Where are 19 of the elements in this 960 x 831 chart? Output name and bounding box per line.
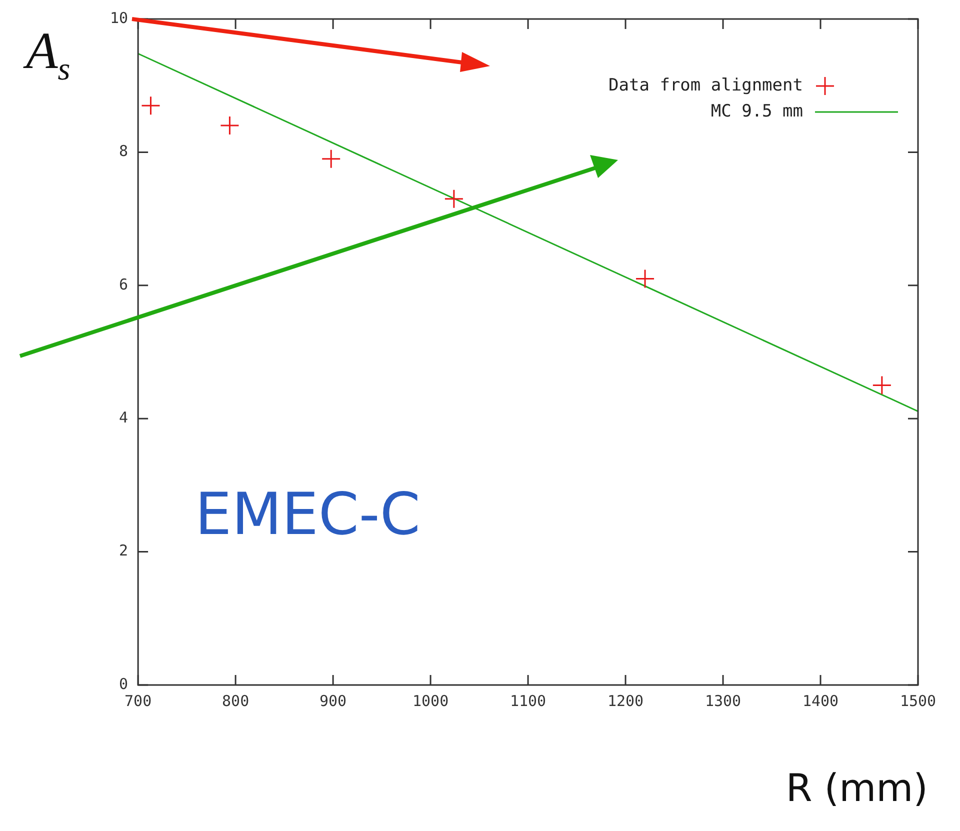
y-tick-label: 4 [119,408,128,426]
legend-label: Data from alignment [608,75,803,96]
y-tick-label: 10 [110,8,128,27]
annotation: EMEC-C [195,480,420,548]
x-tick-label: 1300 [704,692,742,710]
x-tick-label: 1100 [510,692,546,710]
x-tick-label: 700 [124,692,152,710]
y-tick-label: 2 [119,542,128,560]
x-tick-label: 1500 [900,692,936,710]
x-tick-label: 1000 [412,692,449,710]
x-tick-label: 1200 [607,692,644,710]
y-tick-label: 6 [119,275,128,294]
y-tick-label: 8 [119,142,128,160]
x-tick-label: 800 [222,692,250,710]
x-tick-label: 900 [320,692,347,710]
x-axis-title: R (mm) [786,766,928,810]
y-tick-label: 0 [119,674,128,693]
legend-label: MC 9.5 mm [710,101,803,122]
x-tick-label: 1400 [802,692,839,710]
